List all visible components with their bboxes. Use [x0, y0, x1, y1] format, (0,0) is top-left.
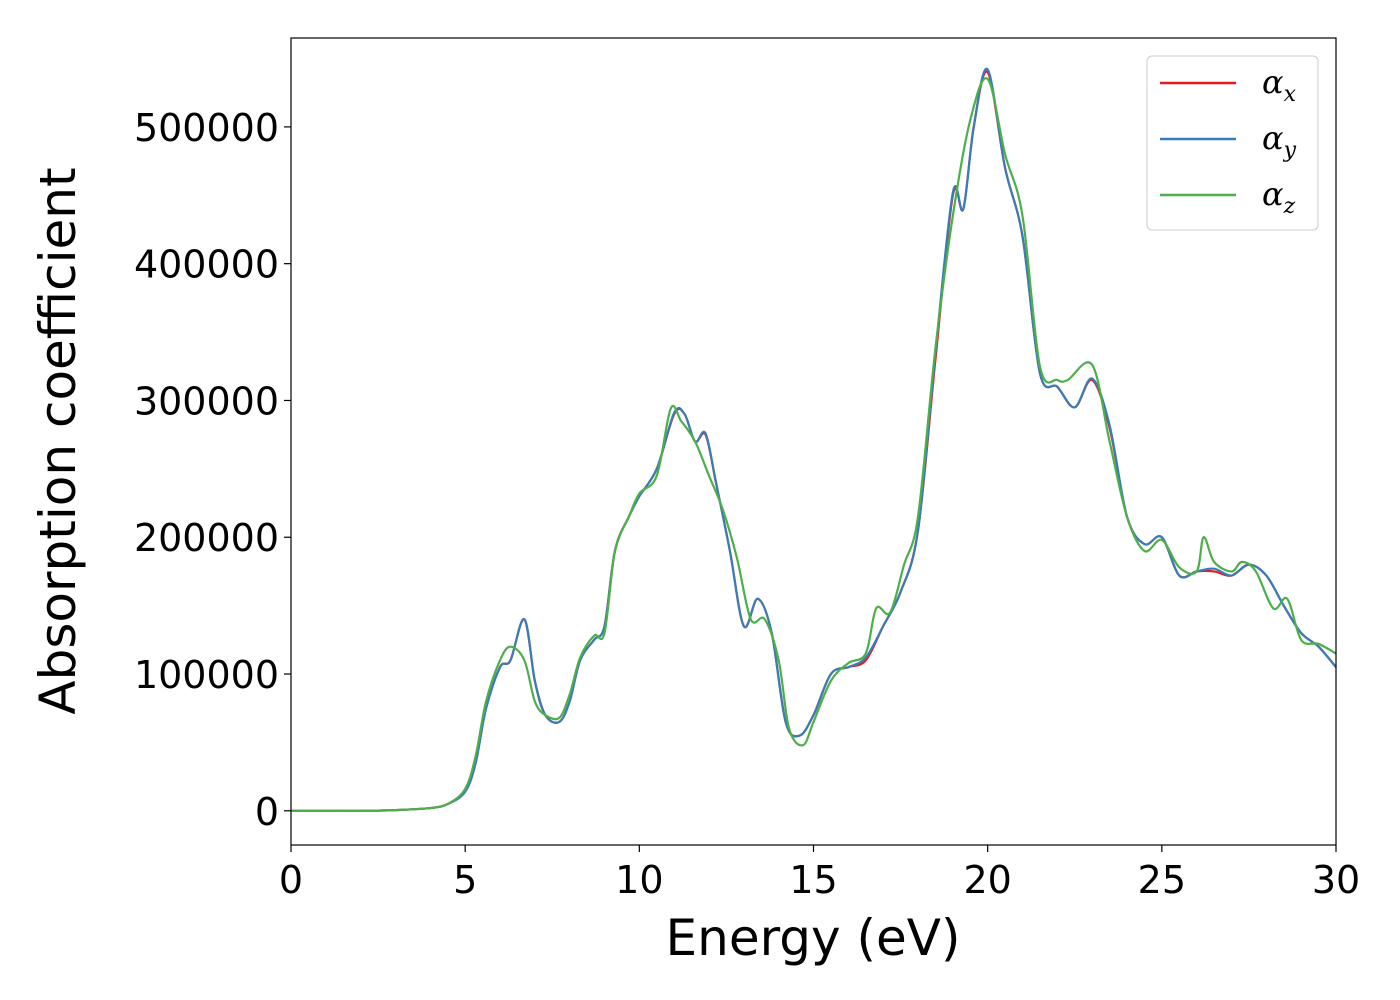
- y-axis: 0 100000 200000 300000 400000 500000: [134, 106, 291, 834]
- x-tick-label: 25: [1138, 858, 1186, 902]
- y-tick-label: 300000: [134, 379, 279, 423]
- x-axis: 0 5 10 15 20 25 30: [279, 845, 1360, 902]
- y-tick-label: 200000: [134, 516, 279, 560]
- x-axis-label: Energy (eV): [666, 909, 961, 967]
- y-tick-label: 100000: [134, 653, 279, 697]
- y-axis-label: Absorption coefficient: [29, 167, 87, 714]
- y-tick-label: 0: [255, 790, 279, 834]
- legend-box: [1146, 55, 1319, 231]
- series-line-alpha-z: [290, 77, 1337, 812]
- series-line-alpha-y: [290, 67, 1337, 812]
- series-lines: [290, 67, 1337, 812]
- x-tick-label: 30: [1312, 858, 1360, 902]
- x-tick-label: 5: [453, 858, 477, 902]
- x-tick-label: 20: [963, 858, 1011, 902]
- x-tick-label: 0: [279, 858, 303, 902]
- y-tick-label: 500000: [134, 106, 279, 150]
- x-tick-label: 15: [789, 858, 837, 902]
- y-tick-label: 400000: [134, 243, 279, 287]
- x-tick-label: 10: [615, 858, 663, 902]
